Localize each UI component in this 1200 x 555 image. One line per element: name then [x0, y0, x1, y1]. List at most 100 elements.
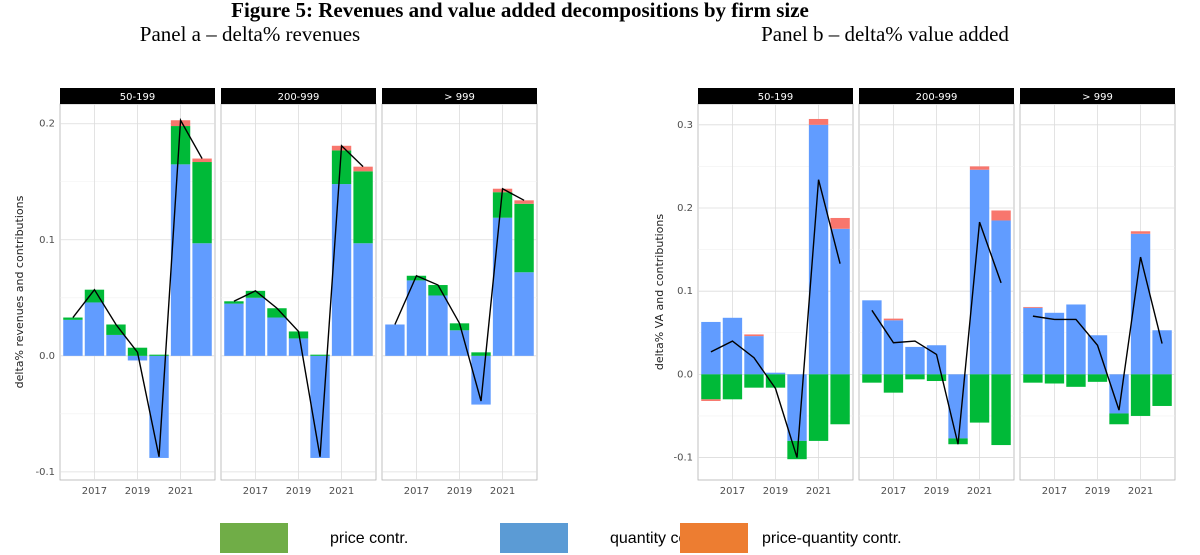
bar-segment — [991, 210, 1011, 221]
bar-segment — [808, 374, 829, 441]
bar-segment — [492, 217, 513, 356]
bar-segment — [926, 374, 947, 382]
bar-segment — [514, 203, 534, 273]
x-tick-label: 2019 — [286, 486, 311, 497]
x-tick-label: 2017 — [881, 486, 906, 497]
bar-segment — [449, 323, 470, 331]
bar-segment — [701, 321, 721, 375]
bar-segment — [1109, 413, 1129, 425]
bar-segment — [1023, 374, 1043, 383]
x-tick-label: 2021 — [329, 486, 354, 497]
bar-segment — [926, 345, 947, 375]
x-tick-label: 2019 — [1085, 486, 1110, 497]
bar-segment — [310, 355, 330, 458]
bar-segment — [830, 374, 850, 425]
bar-segment — [471, 355, 491, 405]
bar-segment — [948, 374, 968, 439]
total-line — [710, 179, 841, 458]
x-tick-label: 2019 — [924, 486, 949, 497]
bar-segment — [1109, 374, 1129, 414]
y-tick-label: -0.1 — [35, 467, 55, 478]
bar-segment — [331, 150, 352, 185]
strip — [60, 88, 215, 104]
strip — [221, 88, 376, 104]
bar-segment — [1130, 231, 1151, 234]
bar-segment — [353, 171, 373, 244]
bar-segment — [1130, 374, 1151, 416]
bar-segment — [449, 330, 470, 356]
bar-segment — [765, 372, 786, 375]
facet-title: > 999 — [444, 92, 475, 103]
bar-segment — [224, 301, 244, 304]
bar-segment — [84, 302, 105, 356]
facet-title: > 999 — [1082, 92, 1113, 103]
bar-segment — [722, 374, 743, 400]
bar-segment — [1044, 374, 1065, 384]
bar-segment — [1087, 335, 1108, 375]
bar-segment — [245, 290, 266, 298]
x-tick-label: 2019 — [125, 486, 150, 497]
strip — [859, 88, 1014, 104]
y-tick-label: 0.0 — [677, 369, 693, 380]
legend-label: price contr. — [330, 530, 408, 547]
bar-segment — [883, 374, 904, 393]
bar-segment — [808, 118, 829, 125]
bar-segment — [106, 334, 126, 356]
y-tick-label: 0.0 — [39, 351, 55, 362]
bar-segment — [492, 192, 513, 218]
bar-segment — [883, 318, 904, 321]
bar-segment — [808, 124, 829, 375]
bar-segment — [1023, 306, 1043, 308]
y-tick-label: 0.2 — [677, 203, 693, 214]
facet-title: 50-199 — [120, 92, 155, 103]
bar-segment — [1044, 312, 1065, 375]
bar-segment — [428, 285, 448, 296]
bar-segment — [701, 374, 721, 400]
bar-segment — [331, 184, 352, 356]
x-tick-label: 2021 — [967, 486, 992, 497]
bar-segment — [288, 338, 309, 356]
bar-segment — [353, 243, 373, 356]
bar-segment — [63, 317, 83, 320]
x-tick-label: 2021 — [806, 486, 831, 497]
x-tick-label: 2017 — [720, 486, 745, 497]
bar-segment — [471, 352, 491, 356]
total-line — [72, 117, 203, 457]
bar-segment — [862, 374, 882, 383]
bar-segment — [991, 220, 1011, 375]
strip — [698, 88, 853, 104]
bar-segment — [245, 297, 266, 356]
bar-segment — [149, 355, 169, 458]
bar-segment — [149, 354, 169, 356]
y-axis-label: delta% VA and contributions — [653, 214, 666, 371]
bar-segment — [428, 295, 448, 356]
x-tick-label: 2019 — [763, 486, 788, 497]
bar-segment — [406, 280, 427, 356]
bar-segment — [170, 164, 191, 356]
figure-title: Figure 5: Revenues and value added decom… — [231, 0, 809, 22]
bar-segment — [787, 374, 807, 441]
x-tick-label: 2017 — [404, 486, 429, 497]
bar-segment — [1152, 330, 1172, 375]
bar-segment — [744, 374, 764, 388]
bar-segment — [722, 317, 743, 375]
total-line — [233, 144, 364, 457]
bar-segment — [192, 243, 212, 356]
bar-segment — [830, 217, 850, 229]
bar-segment — [969, 166, 990, 170]
x-tick-label: 2017 — [82, 486, 107, 497]
strip — [382, 88, 537, 104]
strip — [1020, 88, 1175, 104]
bar-segment — [406, 275, 427, 281]
bar-segment — [1023, 307, 1043, 375]
y-tick-label: 0.1 — [677, 286, 693, 297]
bar-segment — [192, 158, 212, 163]
total-line — [394, 187, 525, 402]
legend-swatch — [680, 523, 748, 553]
bar-segment — [84, 289, 105, 303]
y-tick-label: 0.1 — [39, 235, 55, 246]
bar-segment — [514, 272, 534, 356]
bar-segment — [267, 308, 287, 318]
